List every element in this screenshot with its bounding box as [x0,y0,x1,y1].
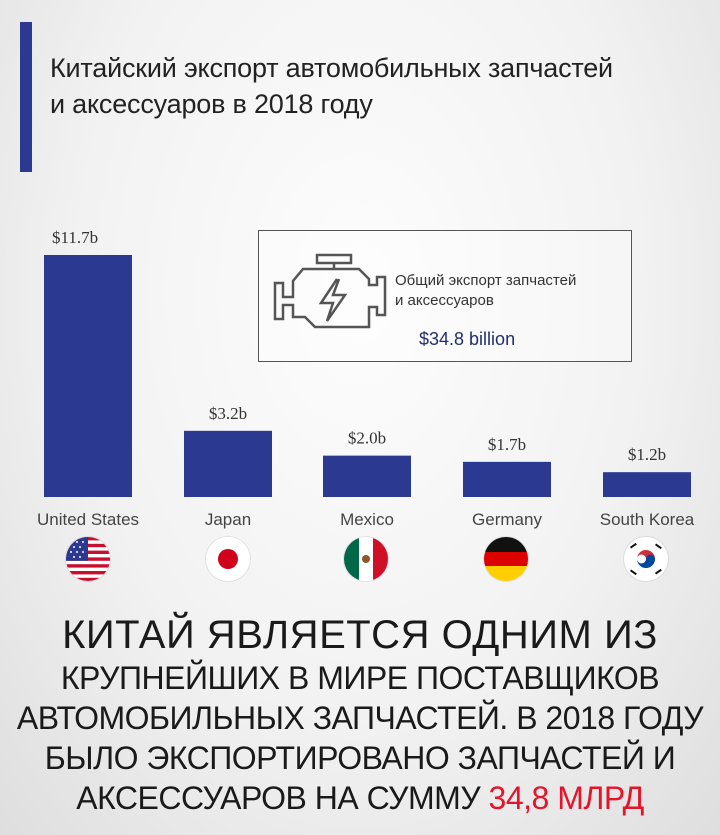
total-export-label-line-1: Общий экспорт запчастей [395,272,577,289]
engine-warning-icon [273,253,387,329]
title-accent-bar [20,22,32,172]
title-line-2: и аксессуаров в 2018 году [50,89,373,119]
data-label: $11.7b [52,228,98,247]
bar-south-korea [603,472,691,497]
data-label: $3.2b [209,404,247,423]
headline-line-5: АКСЕССУАРОВ НА СУММУ 34,8 МЛРД [0,778,720,818]
mexico-flag-icon [344,537,388,581]
headline-highlight-amount: 34,8 МЛРД [488,780,645,816]
category-label: Mexico [340,510,394,529]
total-export-value: $34.8 billion [419,329,516,349]
data-label: $1.2b [628,445,666,464]
chart-title: Китайский экспорт автомобильных запчасте… [50,50,710,122]
category-label: United States [37,510,139,529]
bar-chart: $11.7b United States $3.2b Japan $2.0b Mexico… [37,228,695,529]
bar-mexico [323,455,411,497]
data-label: $2.0b [348,429,386,448]
category-label: Japan [205,510,251,529]
bar-united-states [44,255,132,497]
total-export-label: Общий экспорт запчастей и аксессуаров [395,271,576,311]
bar-japan [184,430,272,497]
total-export-box: Общий экспорт запчастей и аксессуаров $3… [258,230,632,362]
japan-flag-icon [206,537,250,581]
south-korea-flag-icon [624,537,668,581]
category-label: South Korea [600,510,695,529]
headline-line-4: БЫЛО ЭКСПОРТИРОВАНО ЗАПЧАСТЕЙ И [44,740,676,776]
total-export-label-line-2: и аксессуаров [395,292,494,309]
us-flag-icon [66,537,110,581]
headline: КИТАЙ ЯВЛЯЕТСЯ ОДНИМ ИЗ КРУПНЕЙШИХ В МИР… [0,612,720,818]
germany-flag-icon [484,537,528,581]
data-label: $1.7b [488,435,526,454]
headline-line-5-prefix: АКСЕССУАРОВ НА СУММУ [76,780,489,816]
bar-germany [463,461,551,497]
headline-line-3: АВТОМОБИЛЬНЫХ ЗАПЧАСТЕЙ. В 2018 ГОДУ [16,700,704,736]
headline-line-2: КРУПНЕЙШИХ В МИРЕ ПОСТАВЩИКОВ [60,660,660,696]
title-line-1: Китайский экспорт автомобильных запчасте… [50,53,613,83]
category-label: Germany [472,510,542,529]
headline-line-1: КИТАЙ ЯВЛЯЕТСЯ ОДНИМ ИЗ [62,613,658,657]
